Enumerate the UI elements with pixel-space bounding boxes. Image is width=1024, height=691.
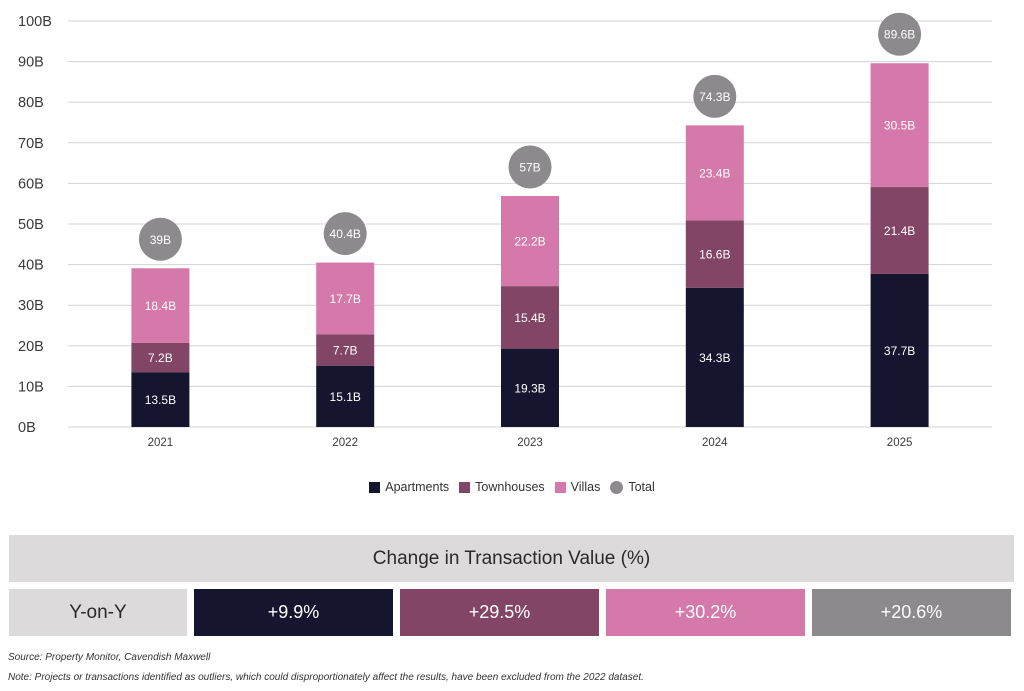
data-label: 19.3B bbox=[514, 381, 545, 395]
bar-segment-villas bbox=[316, 262, 375, 335]
legend-swatch-villas bbox=[554, 481, 566, 493]
data-label: 34.3B bbox=[699, 351, 730, 365]
total-bubble bbox=[693, 74, 737, 118]
x-tick-label: 2021 bbox=[148, 437, 174, 449]
y-tick-label: 90B bbox=[18, 55, 44, 71]
bar-segment-apartments bbox=[870, 273, 929, 427]
data-label: 13.5B bbox=[145, 393, 176, 407]
data-label: 22.2B bbox=[514, 235, 545, 249]
data-label: 16.6B bbox=[699, 248, 730, 262]
legend-item-apartments[interactable]: Apartments bbox=[369, 480, 449, 494]
x-tick-label: 2023 bbox=[517, 437, 543, 449]
total-bubble bbox=[878, 12, 922, 56]
chart-legend: Apartments Townhouses Villas Total bbox=[0, 480, 1024, 494]
data-label: 7.2B bbox=[148, 351, 173, 365]
x-tick-label: 2024 bbox=[702, 437, 728, 449]
y-tick-label: 30B bbox=[18, 298, 44, 314]
legend-swatch-total bbox=[610, 480, 624, 494]
note-text: Note: Projects or transactions identifie… bbox=[8, 672, 644, 683]
y-tick-label: 100B bbox=[18, 14, 52, 30]
total-bubble bbox=[323, 212, 367, 256]
legend-item-townhouses[interactable]: Townhouses bbox=[459, 480, 545, 494]
x-tick-label: 2025 bbox=[887, 437, 913, 449]
data-label: 18.4B bbox=[145, 299, 176, 313]
data-label: 37.7B bbox=[884, 344, 915, 358]
y-tick-label: 60B bbox=[18, 176, 44, 192]
y-tick-label: 50B bbox=[18, 217, 44, 233]
data-label: 21.4B bbox=[884, 224, 915, 238]
bar-segment-villas bbox=[870, 63, 929, 188]
total-label: 57B bbox=[519, 160, 540, 174]
change-table-row: Y-on-Y +9.9% +29.5% +30.2% +20.6% bbox=[9, 589, 1014, 636]
y-tick-label: 20B bbox=[18, 339, 44, 355]
bar-segment-townhouses bbox=[685, 220, 744, 288]
y-tick-label: 70B bbox=[18, 136, 44, 152]
row-label-yoy: Y-on-Y bbox=[9, 589, 187, 636]
bar-segment-apartments bbox=[131, 372, 190, 427]
legend-label: Apartments bbox=[385, 480, 450, 494]
total-bubble bbox=[138, 217, 182, 261]
bar-segment-apartments bbox=[685, 287, 744, 427]
data-label: 17.7B bbox=[330, 292, 361, 306]
bar-segment-villas bbox=[501, 195, 559, 287]
y-tick-label: 10B bbox=[18, 379, 44, 395]
yoy-townhouses: +29.5% bbox=[400, 589, 599, 636]
legend-label: Townhouses bbox=[475, 480, 545, 494]
bar-segment-apartments bbox=[316, 365, 375, 427]
bar-segment-villas bbox=[685, 125, 744, 221]
data-label: 7.7B bbox=[333, 344, 358, 358]
yoy-villas: +30.2% bbox=[606, 589, 805, 636]
total-label: 40.4B bbox=[330, 227, 361, 241]
total-label: 39B bbox=[150, 233, 171, 247]
legend-item-total[interactable]: Total bbox=[610, 480, 655, 494]
legend-label: Villas bbox=[570, 480, 601, 494]
yoy-apartments: +9.9% bbox=[194, 589, 393, 636]
total-bubble bbox=[508, 145, 552, 189]
change-table-title: Change in Transaction Value (%) bbox=[9, 535, 1014, 582]
legend-swatch-apartments bbox=[369, 481, 381, 493]
total-label: 89.6B bbox=[884, 28, 915, 42]
bar-segment-townhouses bbox=[316, 334, 375, 366]
bar-segment-apartments bbox=[501, 348, 559, 427]
total-label: 74.3B bbox=[699, 90, 730, 104]
legend-label: Total bbox=[628, 480, 655, 494]
bar-segment-townhouses bbox=[501, 286, 559, 349]
stacked-bar-chart: 0B 10B 20B 30B 40B 50B 60B 70B 80B 90B 100B 13.5B 7.… bbox=[18, 12, 992, 449]
y-tick-label: 40B bbox=[18, 258, 44, 274]
legend-swatch-townhouses bbox=[459, 481, 471, 493]
x-tick-label: 2022 bbox=[332, 437, 358, 449]
y-tick-label: 80B bbox=[18, 95, 44, 111]
data-label: 15.4B bbox=[514, 311, 545, 325]
bar-segment-townhouses bbox=[131, 342, 190, 373]
bar-segment-villas bbox=[131, 268, 190, 343]
data-label: 23.4B bbox=[699, 166, 730, 180]
bar-segment-townhouses bbox=[870, 187, 929, 274]
data-label: 30.5B bbox=[884, 119, 915, 133]
source-text: Source: Property Monitor, Cavendish Maxw… bbox=[8, 652, 211, 663]
yoy-total: +20.6% bbox=[812, 589, 1011, 636]
legend-item-villas[interactable]: Villas bbox=[554, 480, 601, 494]
data-label: 15.1B bbox=[330, 390, 361, 404]
y-tick-label: 0B bbox=[18, 420, 36, 436]
